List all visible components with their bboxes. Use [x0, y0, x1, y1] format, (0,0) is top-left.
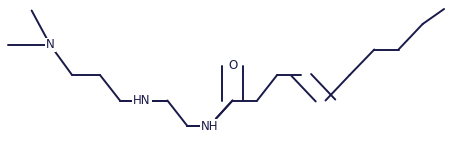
Text: N: N	[46, 39, 54, 51]
Text: NH: NH	[200, 120, 218, 132]
Text: O: O	[228, 60, 237, 72]
Text: HN: HN	[133, 94, 151, 107]
